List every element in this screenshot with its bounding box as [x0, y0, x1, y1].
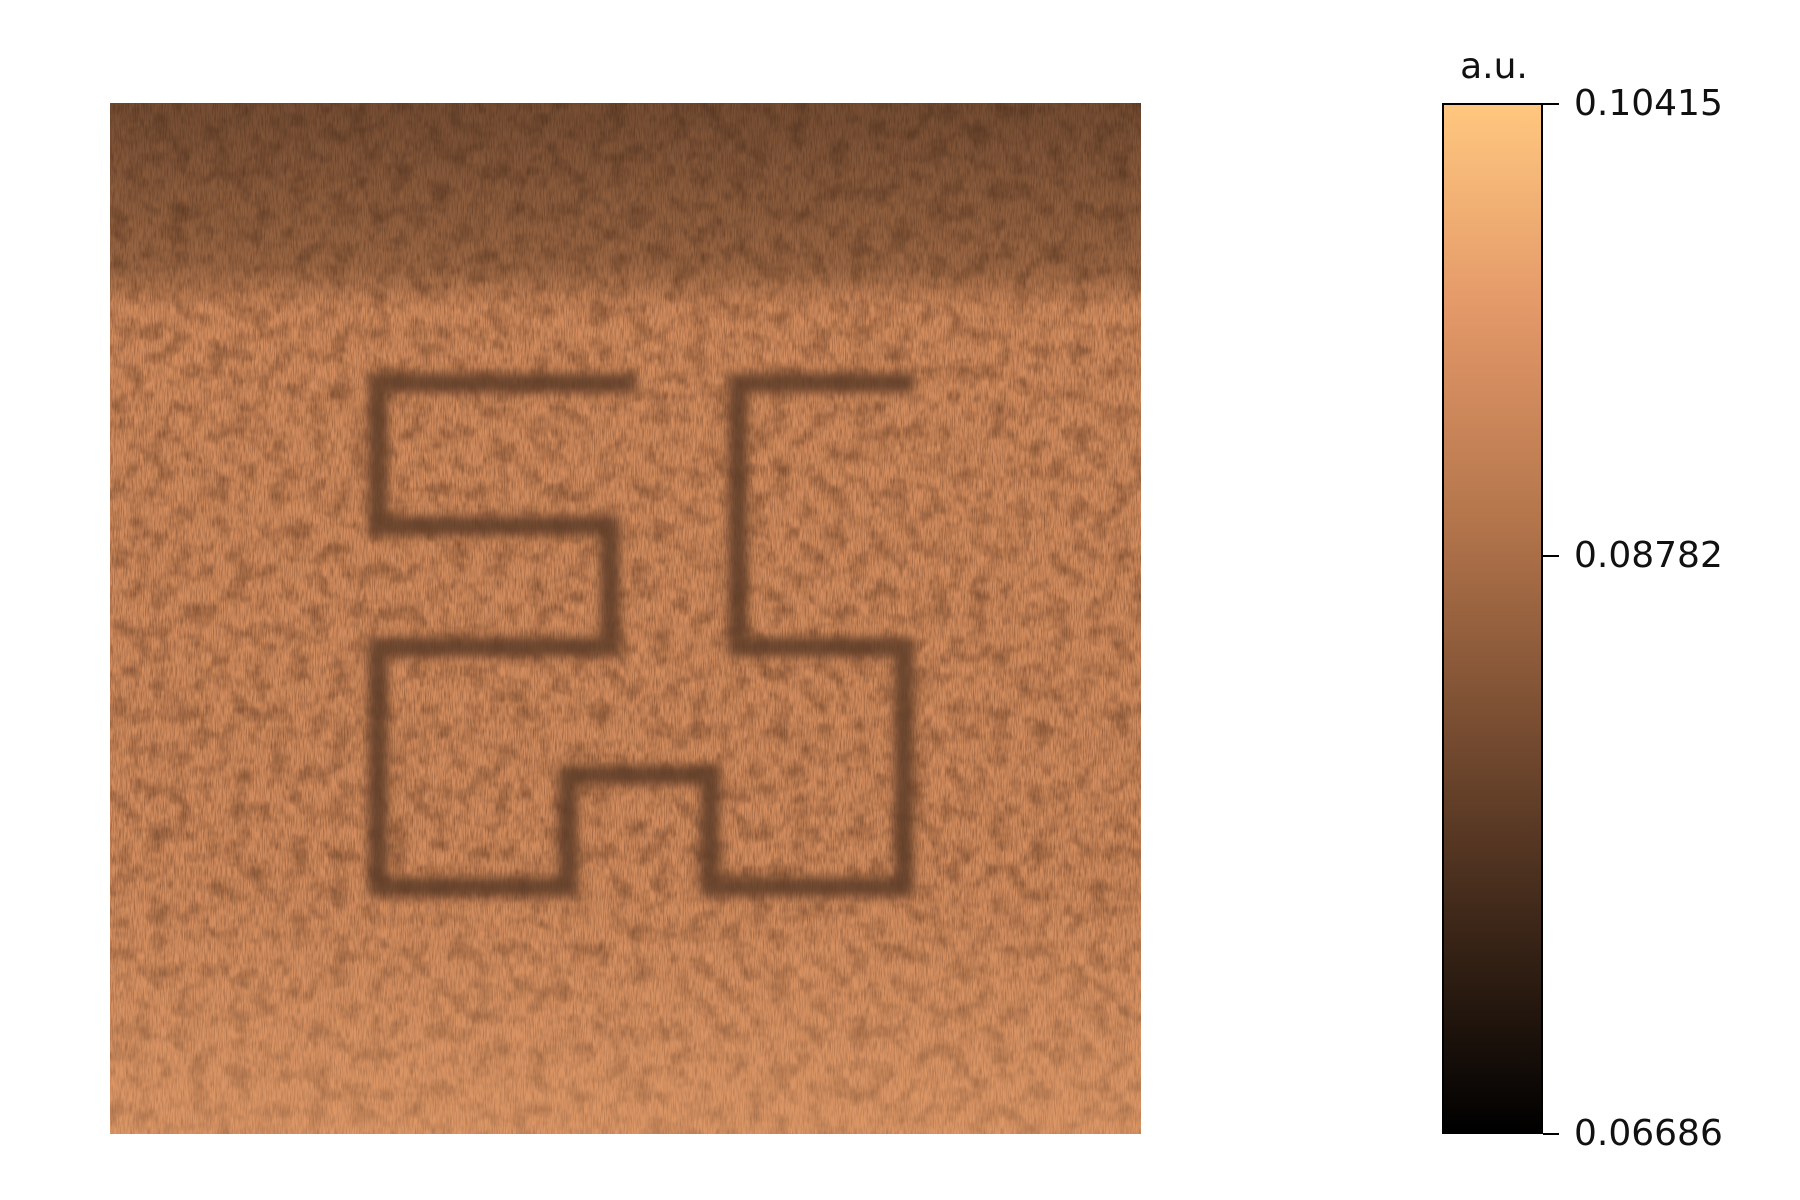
colorbar: [1442, 103, 1543, 1134]
colorbar-tick-label-max: 0.10415: [1574, 83, 1723, 124]
colorbar-tick-mid: [1543, 555, 1559, 557]
heatmap-svg: [110, 103, 1141, 1134]
heatmap-bottom-band: [110, 103, 1141, 1134]
heatmap-image: [110, 103, 1141, 1134]
meander-path: [368, 373, 914, 897]
colorbar-tick-top: [1543, 103, 1559, 105]
colorbar-tick-label-min: 0.06686: [1574, 1113, 1723, 1154]
colorbar-unit-label: a.u.: [1460, 46, 1528, 87]
colorbar-tick-bottom: [1543, 1133, 1559, 1135]
colorbar-tick-label-mid: 0.08782: [1574, 535, 1723, 576]
meander-feature: [368, 373, 914, 897]
